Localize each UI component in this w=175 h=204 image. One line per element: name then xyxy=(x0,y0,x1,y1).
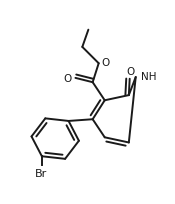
Text: O: O xyxy=(63,74,71,84)
Text: O: O xyxy=(126,67,135,77)
Text: NH: NH xyxy=(141,72,156,82)
Text: Br: Br xyxy=(35,169,47,179)
Text: O: O xyxy=(101,58,110,68)
